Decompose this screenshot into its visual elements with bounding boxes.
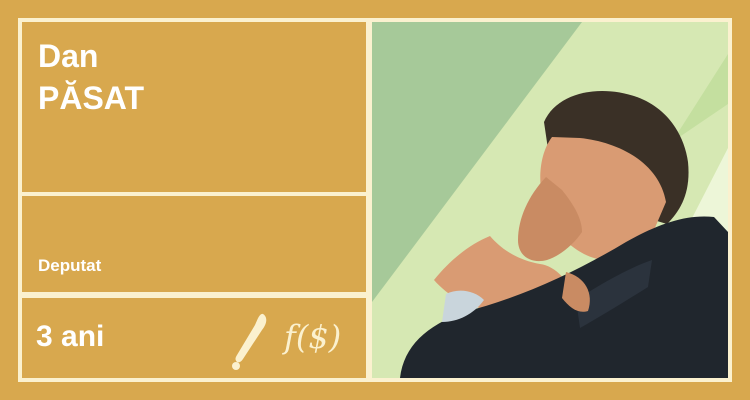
role-panel: Deputat [18,196,370,296]
last-name: PĂSAT [38,80,145,116]
name-panel: Dan PĂSAT [18,18,370,196]
baseball-bat-icon [232,313,267,370]
years-panel: 3 ani f($) [18,294,370,382]
portrait-svg [372,22,728,378]
role-label: Deputat [38,256,102,275]
years-label: 3 ani [36,320,105,353]
function-money-icon: f($) [284,318,342,356]
portrait-illustration [368,18,732,382]
first-name: Dan [38,38,99,74]
